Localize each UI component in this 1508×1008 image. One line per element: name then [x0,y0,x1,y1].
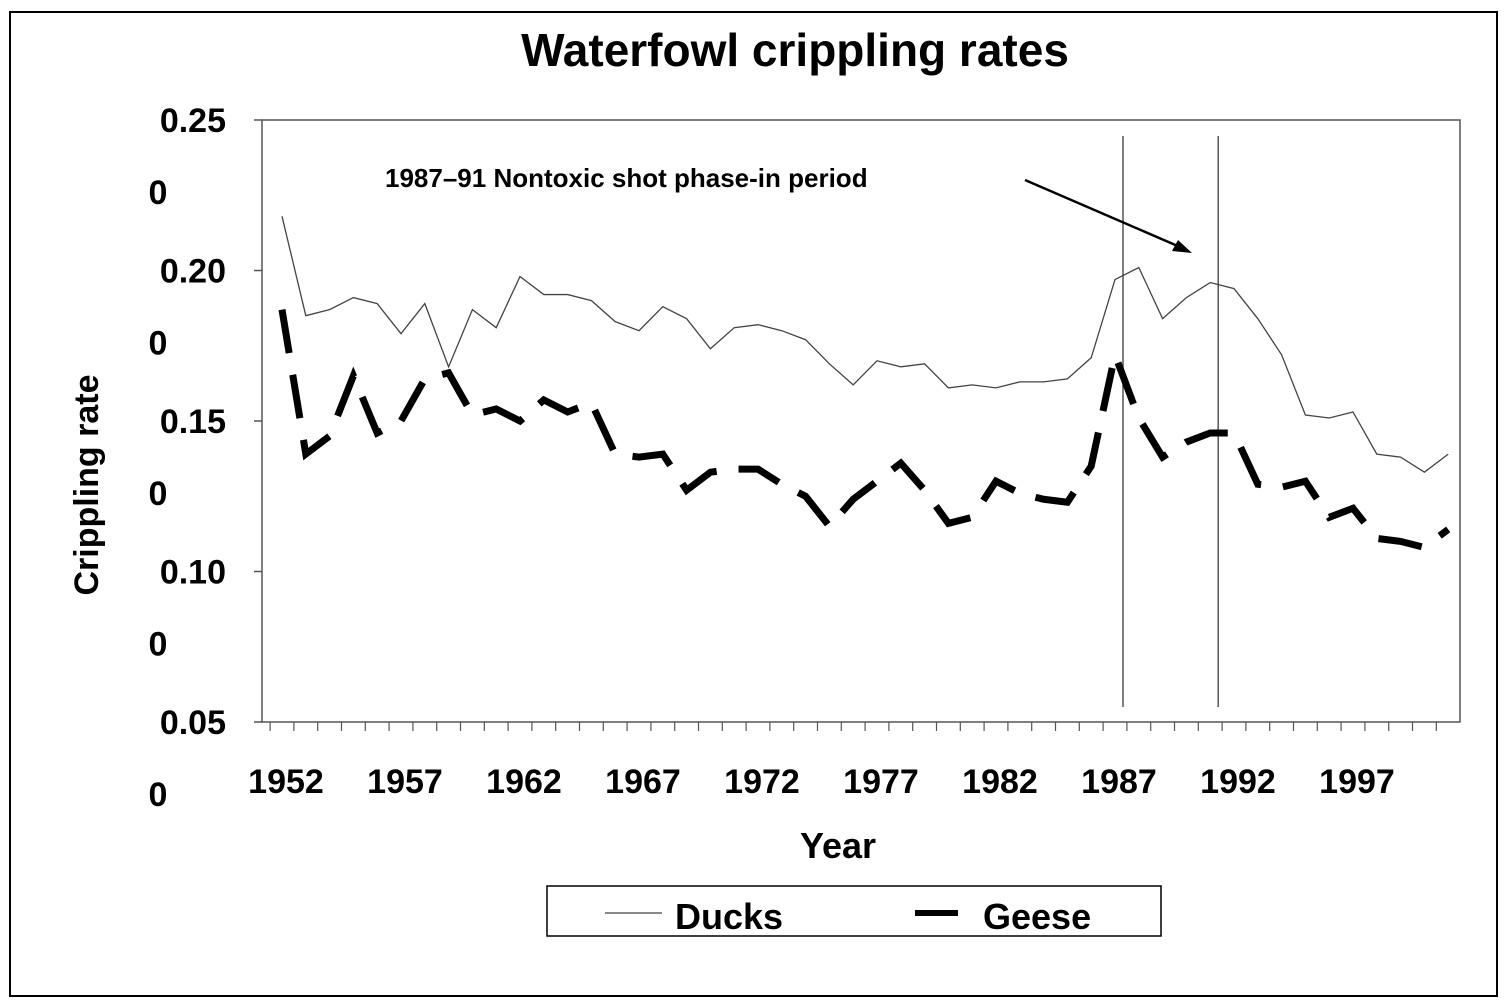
y-tick-label: 0.25 [160,102,226,140]
x-tick-label: 1957 [367,763,443,801]
x-tick-label: 1967 [605,763,681,801]
series-line-ducks [281,216,1449,473]
arrow-line [1024,178,1181,249]
phase-in-period-lines [1122,136,1219,707]
x-axis: 1952 1957 1962 1967 1972 1977 1982 1987 1992 1997 [248,722,1437,801]
y-axis-label: Crippling rate [68,374,106,595]
y-tick-label: 0 [149,776,168,814]
x-tick-label: 1977 [843,763,919,801]
x-axis-label: Year [800,825,876,866]
chart-title: Waterfowl crippling rates [521,24,1069,76]
legend-label-ducks: Ducks [675,896,783,937]
y-tick-label: 0.05 [160,704,226,742]
y-tick-label: 0 [149,325,168,363]
y-tick-label: 0 [149,626,168,664]
x-tick-label: 1997 [1319,763,1395,801]
x-tick-label: 1982 [962,763,1038,801]
y-tick-label: 0 [149,475,168,513]
y-tick-label: 0.20 [160,253,226,291]
y-tick-label: 0.10 [160,554,226,592]
legend-label-geese: Geese [983,896,1091,937]
plot-area [261,119,1461,723]
y-axis: 0.25 0 0.20 0 0.15 0 0.10 0 0.05 0 [149,102,262,814]
series-group [278,216,1451,552]
annotation-text: 1987–91 Nontoxic shot phase-in period [385,163,868,193]
chart-frame [9,11,1498,997]
x-tick-label: 1962 [486,763,562,801]
plot-border [261,119,1461,723]
x-tick-label: 1972 [724,763,800,801]
arrow-head [1172,240,1192,253]
series-line-geese [278,309,1451,552]
x-tick-label: 1992 [1200,763,1276,801]
legend: Ducks Geese [546,885,1162,937]
annotation-arrow [1024,178,1192,253]
y-tick-label: 0.15 [160,403,226,441]
y-tick-label: 0 [149,174,168,212]
legend-box [546,885,1162,937]
x-tick-label: 1952 [248,763,324,801]
x-tick-label: 1987 [1081,763,1157,801]
